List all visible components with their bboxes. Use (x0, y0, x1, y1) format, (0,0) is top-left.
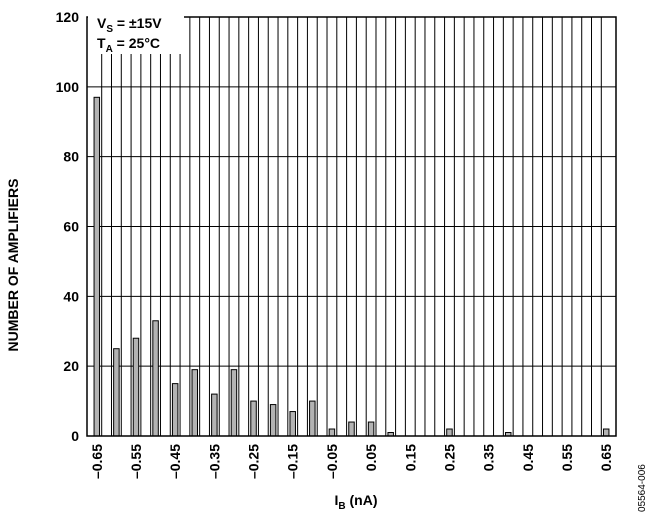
condition-temperature-subscript: A (106, 44, 113, 55)
y-tick-label: 0 (71, 428, 79, 444)
y-tick-label: 60 (63, 219, 79, 235)
grid-lines (87, 16, 616, 437)
bar (191, 369, 199, 437)
bar (367, 421, 375, 437)
x-tick-label: 0.55 (559, 444, 575, 471)
plot-frame (86, 16, 617, 437)
bar (269, 404, 277, 437)
bar (211, 393, 218, 437)
x-tick-label: –0.65 (89, 444, 105, 479)
y-tick-label: 100 (56, 79, 80, 95)
condition-supply-subscript: S (106, 24, 113, 35)
x-tick-label: 0.35 (481, 444, 497, 471)
bar (289, 411, 296, 437)
bar (171, 383, 179, 437)
bar (132, 337, 140, 437)
condition-temperature-value: = 25°C (113, 35, 160, 51)
x-tick-label: 0.05 (363, 444, 379, 471)
y-axis-title: NUMBER OF AMPLIFIERS (5, 179, 21, 352)
y-tick-label: 80 (63, 149, 79, 165)
figure-id: 05564-006 (637, 464, 648, 512)
bar (230, 369, 238, 437)
conditions-box (88, 10, 184, 54)
bar (152, 320, 159, 437)
bar (602, 428, 610, 437)
x-tick-label: –0.55 (128, 444, 144, 479)
bar (446, 428, 453, 437)
x-tick-label: –0.45 (167, 444, 183, 479)
condition-supply-main: V (97, 15, 107, 31)
x-tick-label: –0.25 (246, 444, 262, 479)
x-axis-title-subscript: B (338, 501, 345, 512)
y-tick-label: 120 (56, 9, 80, 25)
x-axis-title: IB (nA) (334, 492, 377, 512)
x-tick-label: 0.65 (598, 444, 614, 471)
bars (93, 96, 610, 437)
x-tick-label: 0.25 (441, 444, 457, 471)
condition-temperature: TA = 25°C (97, 35, 160, 55)
x-axis-title-unit: (nA) (346, 492, 378, 508)
condition-supply-value: = ±15V (113, 15, 162, 31)
x-tick-label: –0.35 (206, 444, 222, 479)
condition-supply: VS = ±15V (97, 15, 162, 35)
x-tick-label: –0.15 (285, 444, 301, 479)
bar (113, 348, 120, 437)
bar (250, 400, 257, 437)
y-tick-label: 40 (63, 288, 79, 304)
x-tick-label: 0.45 (520, 444, 536, 471)
x-tick-label: 0.15 (402, 444, 418, 471)
bar (348, 421, 355, 437)
y-tick-labels: 0 20 40 60 80 100 120 (56, 9, 80, 444)
x-axis-title-main: I (334, 492, 338, 508)
condition-temperature-main: T (97, 35, 106, 51)
x-tick-label: –0.05 (324, 444, 340, 479)
bar (93, 96, 101, 437)
y-tick-label: 20 (63, 358, 79, 374)
x-tick-labels: –0.65 –0.55 –0.45 –0.35 –0.25 –0.15 –0.05 0.05 0… (89, 444, 614, 479)
bar (328, 428, 336, 437)
bar (309, 400, 316, 437)
